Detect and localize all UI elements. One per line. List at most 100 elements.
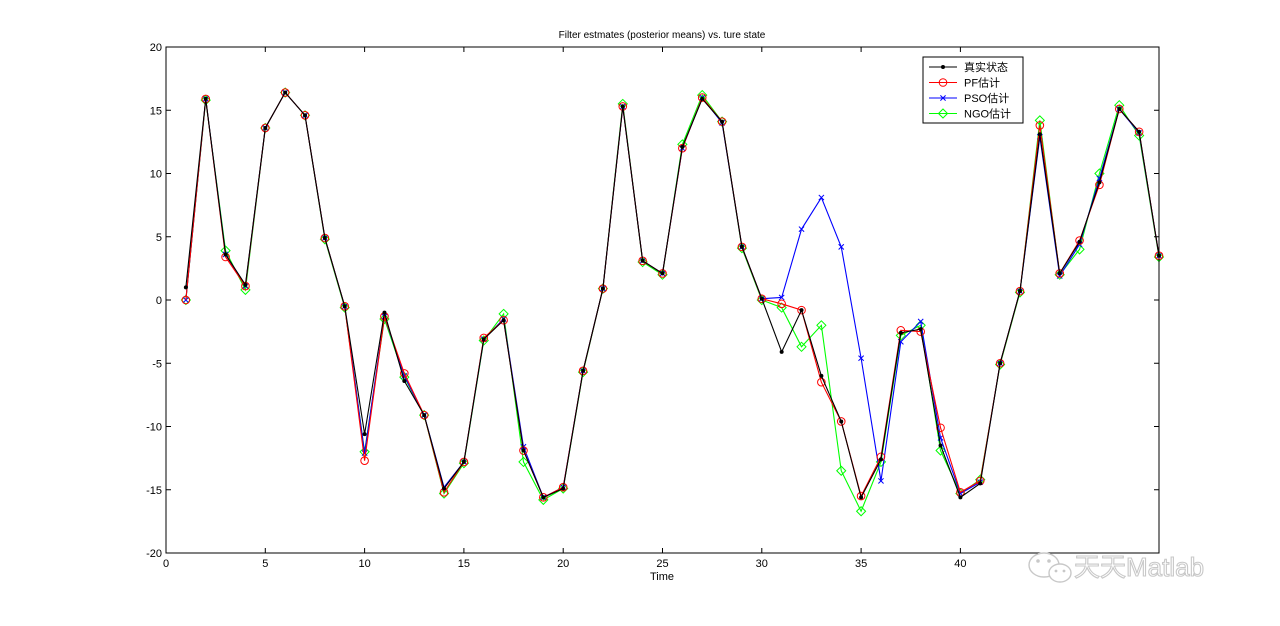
data-point [379,313,390,325]
chart-title: Filter estmates (posterior means) vs. tu… [559,30,766,41]
data-point [678,143,687,153]
data-point [1034,115,1046,126]
y-tick-label: 15 [150,105,162,117]
data-point [320,233,330,243]
data-point [521,448,526,453]
y-tick-label: -15 [146,485,162,497]
data-point [339,302,350,313]
data-point [978,481,983,486]
data-point [759,296,764,301]
x-tick-label: 5 [262,558,268,570]
data-point [183,285,188,290]
y-tick-label: 10 [150,169,162,181]
legend-item: PSO估计 [929,92,1009,105]
data-point [263,125,268,130]
data-point [558,482,568,492]
data-point [518,456,529,468]
y-tick-label: 20 [150,42,162,54]
legend-label: PSO估计 [964,92,1009,105]
data-point [180,294,192,306]
data-point [839,419,844,424]
legend-item: PF估计 [929,77,1000,90]
data-point [700,96,705,101]
data-point [637,256,648,268]
data-point [322,236,327,241]
y-tick-label: -20 [146,548,162,560]
data-point [838,243,845,250]
legend-item: NGO估计 [929,108,1011,121]
x-tick-label: 25 [656,558,668,570]
data-point [856,491,866,501]
data-point [918,327,923,332]
data-point [442,486,447,491]
data-point [299,110,311,121]
data-point [300,111,310,120]
watermark: 天天Matlab [1028,551,1205,583]
data-point [577,366,589,378]
data-point [1097,180,1102,185]
data-point [1037,132,1042,137]
data-point [798,226,805,233]
data-point [737,242,747,252]
data-point [501,318,506,323]
legend-marker [937,108,949,119]
data-point [898,330,903,335]
data-point [342,304,347,309]
legend-label: 真实状态 [964,60,1008,74]
data-point [1077,239,1082,244]
data-point [1017,289,1022,294]
data-point [998,361,1003,366]
series-line [185,91,1160,499]
data-point [561,486,566,491]
data-point [1074,244,1085,255]
x-tick-label: 40 [954,558,966,570]
wechat-icon [1028,552,1072,583]
legend-label: PF估计 [964,77,1000,90]
data-point [362,432,367,437]
data-point [539,493,548,502]
data-point [995,358,1005,368]
data-point [878,457,883,462]
data-point [422,413,427,418]
data-point [778,294,785,301]
data-point [736,242,748,254]
data-point [1134,127,1144,137]
data-point [243,282,248,287]
data-point [478,335,489,346]
legend-item: 真实状态 [929,60,1008,74]
data-point [1057,271,1062,276]
data-point [280,88,290,97]
data-point [895,330,907,341]
data-point [360,456,369,465]
data-point [640,258,645,263]
data-point [1014,287,1026,298]
data-point [419,410,429,420]
legend-marker [938,78,948,87]
data-point [481,337,486,342]
data-point [858,355,865,362]
x-tick-label: 20 [557,558,569,570]
data-point [382,310,387,315]
data-point [402,378,407,383]
data-point [859,495,864,500]
data-point [878,477,884,484]
legend-label: NGO估计 [964,108,1011,121]
data-point [181,295,191,305]
data-point [1035,121,1045,130]
data-point [499,315,508,325]
x-tick-label: 30 [756,558,768,570]
y-tick-label: -5 [152,358,162,370]
data-point [578,366,588,376]
y-tick-label: -10 [146,422,162,434]
data-point [936,423,945,433]
x-tick-label: 15 [458,558,470,570]
watermark-text: 天天Matlab [1074,552,1204,582]
data-point [200,94,211,106]
data-point [777,299,786,309]
data-point [657,269,668,280]
data-point [1075,236,1084,245]
data-point [680,144,685,149]
data-point [303,113,308,118]
